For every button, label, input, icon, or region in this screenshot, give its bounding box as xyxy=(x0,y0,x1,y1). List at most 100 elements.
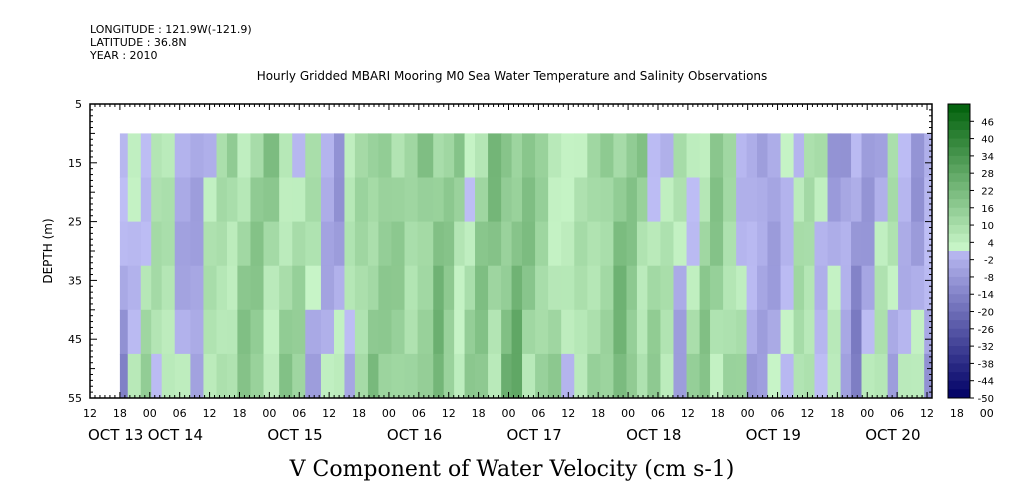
colorbar-label: -20 xyxy=(978,308,994,319)
heatmap-cell xyxy=(673,177,688,223)
heatmap-cell xyxy=(433,309,445,355)
heatmap-cell xyxy=(861,177,876,223)
heatmap-cell xyxy=(344,177,356,223)
heatmap-cell xyxy=(140,221,152,267)
heatmap-cell xyxy=(874,133,889,179)
y-tick-label: 25 xyxy=(68,216,82,229)
heatmap-cell xyxy=(174,221,191,267)
colorbar-label: -44 xyxy=(978,377,994,388)
heatmap-cell xyxy=(263,133,280,179)
heatmap-cell xyxy=(780,133,795,179)
heatmap-cell xyxy=(433,265,445,311)
heatmap-cell xyxy=(613,221,628,267)
x-day-label: OCT 15 xyxy=(267,426,322,444)
colorbar-swatch xyxy=(948,389,970,399)
x-hour-tick-label: 12 xyxy=(800,407,814,420)
heatmap-cell xyxy=(924,265,932,311)
heatmap-cell xyxy=(861,133,876,179)
heatmap-cell xyxy=(522,221,536,267)
heatmap-cell xyxy=(417,309,434,355)
x-hour-tick-label: 00 xyxy=(860,407,874,420)
heatmap-cell xyxy=(119,353,129,398)
heatmap-cell xyxy=(140,177,152,223)
heatmap-cell xyxy=(475,177,489,223)
colorbar-swatch xyxy=(948,207,970,217)
colorbar-label: -32 xyxy=(978,342,994,353)
heatmap-cell xyxy=(780,353,795,398)
heatmap-cell xyxy=(757,353,769,398)
heatmap-cell xyxy=(699,353,711,398)
heatmap-cell xyxy=(501,265,513,311)
heatmap-cell xyxy=(161,265,176,311)
heatmap-cell xyxy=(746,309,758,355)
heatmap-cell xyxy=(887,221,899,267)
heatmap-cell xyxy=(723,221,737,267)
heatmap-cell xyxy=(561,133,575,179)
heatmap-cell xyxy=(587,309,601,355)
colorbar-swatch xyxy=(948,346,970,356)
x-hour-tick-label: 18 xyxy=(113,407,127,420)
heatmap-cell xyxy=(250,265,265,311)
heatmap-cell xyxy=(391,353,406,398)
colorbar-swatch xyxy=(948,129,970,139)
heatmap-cell xyxy=(574,221,588,267)
heatmap-cell xyxy=(488,133,502,179)
heatmap-cell xyxy=(840,221,852,267)
heatmap-cell xyxy=(535,133,549,179)
heatmap-cell xyxy=(535,177,549,223)
heatmap-cell xyxy=(263,353,280,398)
heatmap-cell xyxy=(636,265,648,311)
heatmap-cell xyxy=(174,309,191,355)
heatmap-cell xyxy=(454,309,466,355)
heatmap-cell xyxy=(699,177,711,223)
heatmap-cell xyxy=(127,265,142,311)
heatmap-cell xyxy=(647,309,662,355)
heatmap-cell xyxy=(840,353,852,398)
heatmap-cell xyxy=(522,265,536,311)
x-hour-tick-label: 00 xyxy=(143,407,157,420)
heatmap-cell xyxy=(404,265,419,311)
heatmap-cell xyxy=(851,265,863,311)
heatmap-cell xyxy=(814,265,829,311)
colorbar-swatch xyxy=(948,181,970,191)
heatmap-cell xyxy=(636,133,648,179)
heatmap-cell xyxy=(924,353,932,398)
colorbar-swatch xyxy=(948,121,970,131)
heatmap-cell xyxy=(391,221,406,267)
heatmap-cell xyxy=(511,133,523,179)
heatmap-cell xyxy=(710,221,724,267)
colorbar-swatch xyxy=(948,155,970,165)
heatmap-cell xyxy=(127,353,142,398)
heatmap-cell xyxy=(454,265,466,311)
heatmap-cell xyxy=(636,221,648,267)
heatmap-cell xyxy=(344,309,356,355)
heatmap-cell xyxy=(535,221,549,267)
heatmap-cell xyxy=(140,133,152,179)
x-hour-tick-label: 00 xyxy=(502,407,516,420)
heatmap-cell xyxy=(237,221,252,267)
heatmap-cell xyxy=(454,177,466,223)
heatmap-cell xyxy=(924,221,932,267)
heatmap-cell xyxy=(699,221,711,267)
colorbar-swatch xyxy=(948,320,970,330)
heatmap-cell xyxy=(767,221,782,267)
x-hour-tick-label: 06 xyxy=(651,407,665,420)
x-hour-tick-label: 18 xyxy=(950,407,964,420)
heatmap-cell xyxy=(804,353,816,398)
heatmap-cell xyxy=(151,221,163,267)
colorbar-swatch xyxy=(948,285,970,295)
heatmap-cell xyxy=(660,133,675,179)
heatmap-cell xyxy=(874,309,889,355)
x-day-label: OCT 18 xyxy=(626,426,681,444)
heatmap-cell xyxy=(793,309,805,355)
heatmap-cell xyxy=(367,177,380,223)
heatmap-cell xyxy=(660,265,675,311)
heatmap-cell xyxy=(757,177,769,223)
heatmap-cell xyxy=(119,221,129,267)
chart-title: Hourly Gridded MBARI Mooring M0 Sea Wate… xyxy=(257,69,768,83)
heatmap-cell xyxy=(793,353,805,398)
x-hour-tick-label: 06 xyxy=(771,407,785,420)
heatmap-cell xyxy=(723,133,737,179)
heatmap-cell xyxy=(600,265,615,311)
heatmap-cell xyxy=(391,133,406,179)
